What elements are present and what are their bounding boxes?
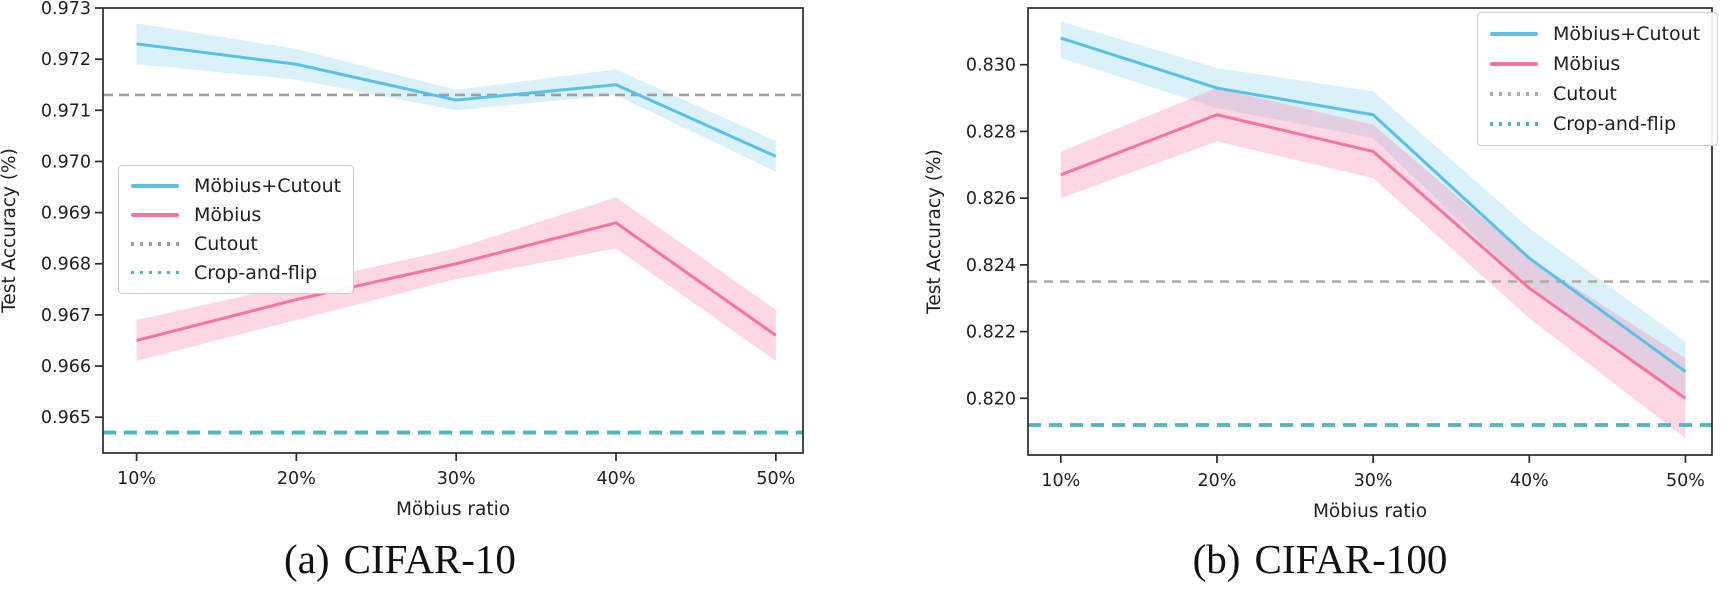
y-tick-label: 0.966 [41,357,91,377]
y-tick-label: 0.820 [966,389,1016,409]
caption-cifar10: (a) CIFAR-10 [0,535,800,583]
plot-border [102,7,804,454]
x-tick-label: 30% [1354,471,1393,491]
legend-entry-Möbius: Möbius [131,204,341,226]
legend-solid-line-icon [131,184,179,189]
band-Möbius [136,197,776,361]
legend-dotted-line-icon [131,270,179,275]
y-tick-label: 0.828 [966,122,1016,142]
cifar10-chart: 0.965 0.966 0.967 0.968 0.969 0.970 0.971 0.972… [0,0,804,520]
y-tick-label: 0.824 [966,256,1016,276]
caption-cifar100: (b) CIFAR-100 [920,535,1720,583]
x-axis-label: Möbius ratio [1313,501,1427,522]
y-tick-label: 0.973 [41,0,91,19]
x-tick-label: 30% [437,469,476,489]
caption-index: (a) [284,536,330,582]
legend-label: Cutout [194,232,258,255]
legend-label: Möbius [1553,53,1621,75]
y-tick-label: 0.970 [41,152,91,172]
band-Möbius+Cutout [136,23,776,172]
caption-index: (b) [1192,536,1241,582]
x-tick-label: 10% [1041,471,1080,491]
legend-entry-Crop-and-flip: Crop-and-flip [131,262,341,284]
x-tick-label: 40% [1510,471,1549,491]
legend-label: Möbius+Cutout [1553,23,1701,45]
legend-entry-Crop-and-flip: Crop-and-flip [1490,113,1705,135]
legend-label: Cutout [1553,83,1617,105]
y-tick-label: 0.969 [41,204,91,224]
y-tick-label: 0.971 [41,101,91,121]
line-Möbius [136,221,777,342]
legend-entry-Möbius: Möbius [1490,53,1705,75]
legend-label: Möbius [194,204,262,227]
plot-border [1027,7,1713,456]
x-axis-label: Möbius ratio [396,499,510,520]
legend-solid-line-icon [1490,62,1538,66]
line-Möbius [1060,113,1687,400]
y-tick-label: 0.967 [41,306,91,326]
line-Möbius+Cutout [136,42,777,158]
cifar10-legend: Möbius+Cutout Möbius Cutout Crop-and-flip [118,165,354,294]
legend-dotted-line-icon [1490,92,1538,96]
legend-solid-line-icon [1490,32,1538,36]
y-tick-label: 0.826 [966,189,1016,209]
legend-entry-Cutout: Cutout [1490,83,1705,105]
cifar100-panel: 0.820 0.822 0.824 0.826 0.828 0.830 10% 20% 30% 4… [862,0,1725,525]
y-axis-label: Test Accuracy (%) [924,149,945,315]
legend-dotted-line-icon [131,242,179,246]
x-tick-label: 50% [1666,471,1705,491]
y-tick-label: 0.830 [966,56,1016,76]
legend-entry-Möbius+Cutout: Möbius+Cutout [131,175,341,197]
y-tick-label: 0.965 [41,408,91,428]
cifar100-legend: Möbius+Cutout Möbius Cutout Crop-and-flip [1477,12,1718,146]
x-tick-label: 40% [597,469,636,489]
band-Möbius [1060,88,1686,439]
y-tick-label: 0.972 [41,50,91,70]
caption-title: CIFAR-10 [343,536,516,582]
x-tick-label: 20% [1198,471,1237,491]
y-tick-label: 0.968 [41,255,91,275]
legend-dotted-line-icon [1490,122,1538,126]
legend-label: Crop-and-flip [194,261,318,284]
x-tick-label: 20% [277,469,316,489]
caption-title: CIFAR-100 [1254,536,1448,582]
legend-solid-line-icon [131,213,179,218]
x-tick-label: 50% [756,469,795,489]
cifar100-chart: 0.820 0.822 0.824 0.826 0.828 0.830 10% 20% 30% 4… [924,7,1713,522]
legend-label: Möbius+Cutout [194,175,342,198]
legend-entry-Cutout: Cutout [131,233,341,255]
legend-label: Crop-and-flip [1553,113,1677,135]
legend-entry-Möbius+Cutout: Möbius+Cutout [1490,23,1705,45]
line-Möbius+Cutout [1060,36,1687,373]
y-axis-label: Test Accuracy (%) [0,148,20,314]
y-tick-label: 0.822 [966,323,1016,343]
cifar10-panel: 0.965 0.966 0.967 0.968 0.969 0.970 0.971 0.972… [0,0,862,525]
x-tick-label: 10% [117,469,156,489]
